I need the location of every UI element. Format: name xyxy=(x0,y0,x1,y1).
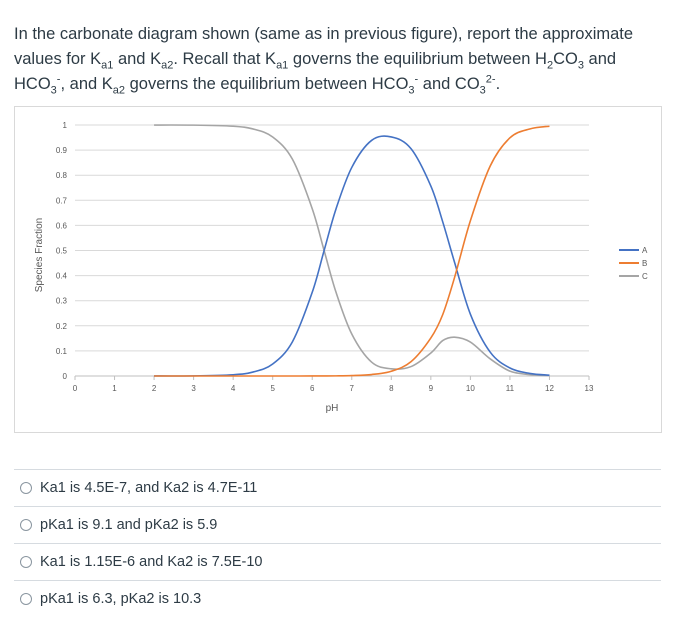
answer-option-3[interactable]: Ka1 is 1.15E-6 and Ka2 is 7.5E-10 xyxy=(14,543,661,580)
legend-label-a: A xyxy=(642,246,648,255)
series-line-b xyxy=(154,125,550,377)
y-tick-label: 0.2 xyxy=(56,322,68,331)
x-tick-label: 6 xyxy=(310,384,315,393)
y-tick-label: 0.9 xyxy=(56,146,68,155)
answer-option-2[interactable]: pKa1 is 9.1 and pKa2 is 5.9 xyxy=(14,506,661,543)
x-tick-label: 7 xyxy=(350,384,355,393)
y-tick-label: 0.3 xyxy=(56,297,68,306)
chart-series xyxy=(154,124,550,377)
series-line-a xyxy=(154,135,550,377)
answer-label: pKa1 is 6.3, pKa2 is 10.3 xyxy=(40,591,202,607)
y-tick-label: 0.7 xyxy=(56,196,68,205)
radio-button[interactable] xyxy=(20,519,32,531)
chart-gridlines xyxy=(75,124,589,352)
y-axis-title: Species Fraction xyxy=(34,218,45,292)
answer-option-1[interactable]: Ka1 is 4.5E-7, and Ka2 is 4.7E-11 xyxy=(14,469,661,506)
x-tick-label: 0 xyxy=(73,384,78,393)
answer-label: pKa1 is 9.1 and pKa2 is 5.9 xyxy=(40,517,218,533)
chart-container: 0 0.1 0.2 0.3 0.4 0.5 0.6 0.7 0.8 0.9 1 0 1 2 3 4 5 6 7 8 9 1… xyxy=(14,106,662,433)
answer-options: Ka1 is 4.5E-7, and Ka2 is 4.7E-11 pKa1 i… xyxy=(14,469,661,617)
legend-label-c: C xyxy=(642,272,648,281)
x-tick-label: 11 xyxy=(506,384,515,393)
answer-label: Ka1 is 4.5E-7, and Ka2 is 4.7E-11 xyxy=(40,480,258,496)
x-tick-label: 10 xyxy=(466,384,475,393)
question-text: In the carbonate diagram shown (same as … xyxy=(14,25,634,97)
species-fraction-chart: 00.10.20.30.40.50.60.70.80.910 1 2 3 4 5 6 7 8 9 1… xyxy=(34,121,648,414)
chart-legend: ABC xyxy=(619,246,648,281)
x-tick-label: 8 xyxy=(389,384,394,393)
answer-label: Ka1 is 1.15E-6 and Ka2 is 7.5E-10 xyxy=(40,554,263,570)
radio-button[interactable] xyxy=(20,593,32,605)
answer-option-4[interactable]: pKa1 is 6.3, pKa2 is 10.3 xyxy=(14,580,661,617)
legend-label-b: B xyxy=(642,259,647,268)
series-line-c xyxy=(154,124,550,377)
x-tick-label: 1 xyxy=(112,384,117,393)
y-tick-label: 1 xyxy=(63,121,68,130)
x-tick-label: 9 xyxy=(429,384,434,393)
y-tick-label: 0.5 xyxy=(56,247,68,256)
y-tick-label: 0.1 xyxy=(56,347,68,356)
radio-button[interactable] xyxy=(20,482,32,494)
radio-button[interactable] xyxy=(20,556,32,568)
x-tick-label: 5 xyxy=(270,384,275,393)
x-tick-label: 13 xyxy=(585,384,594,393)
x-tick-label: 3 xyxy=(191,384,196,393)
x-tick-label: 12 xyxy=(545,384,554,393)
y-tick-label: 0.6 xyxy=(56,221,68,230)
y-tick-label: 0.8 xyxy=(56,171,68,180)
x-tick-label: 4 xyxy=(231,384,236,393)
x-tick-label: 2 xyxy=(152,384,157,393)
chart-tick-labels: 00.10.20.30.40.50.60.70.80.910 1 2 3 4 5 6 7 8 9 1… xyxy=(56,121,594,393)
x-axis-title: pH xyxy=(326,403,339,414)
y-tick-label: 0.4 xyxy=(56,272,68,281)
y-tick-label: 0 xyxy=(63,372,68,381)
